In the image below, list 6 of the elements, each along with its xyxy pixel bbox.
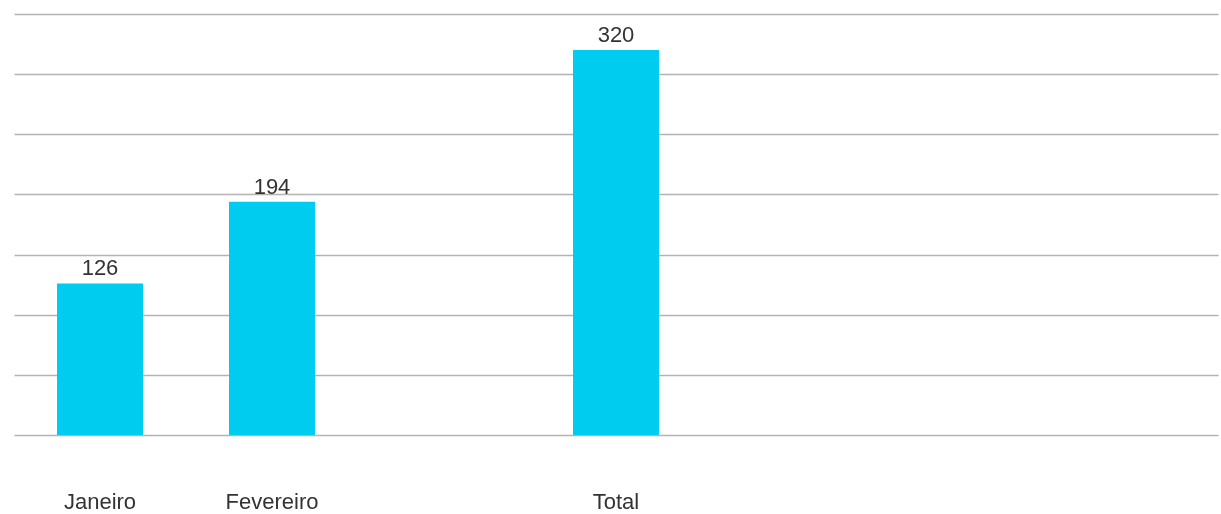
x-tick-label: Fevereiro bbox=[225, 488, 319, 514]
data-label: 194 bbox=[253, 173, 291, 199]
x-tick-label: Total bbox=[592, 488, 640, 514]
data-label: 126 bbox=[81, 255, 119, 281]
data-label: 320 bbox=[597, 22, 635, 48]
x-tick-label: Janeiro bbox=[63, 488, 137, 514]
